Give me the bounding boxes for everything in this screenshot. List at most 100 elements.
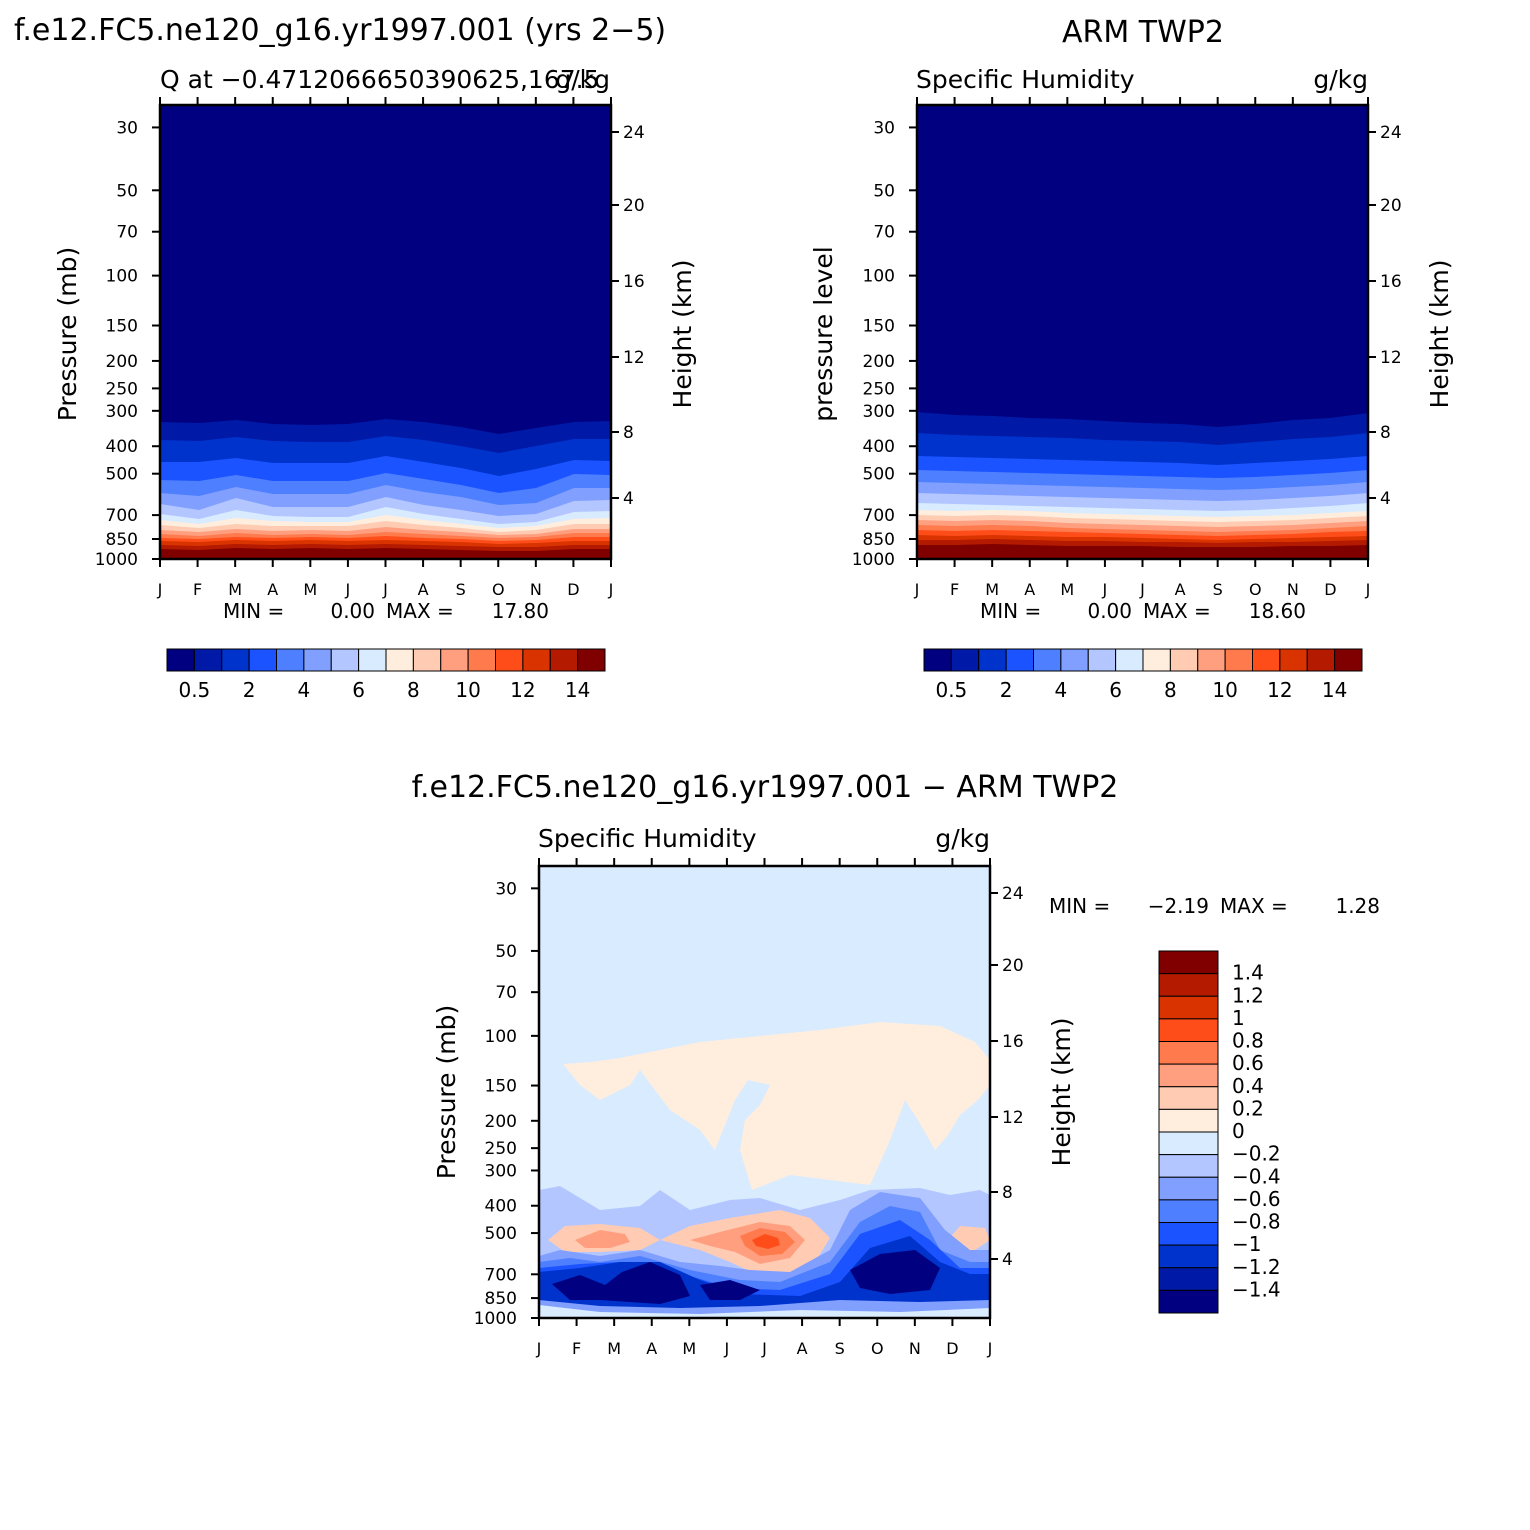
- y-tick-label: 300: [863, 402, 895, 422]
- y-right-tick-label: 8: [623, 423, 634, 443]
- y-right-tick-label: 20: [1380, 196, 1402, 216]
- colorbar-box: [923, 648, 952, 672]
- x-tick-label: F: [950, 580, 959, 599]
- colorbar-box: [385, 648, 414, 672]
- min-label: MIN =: [223, 599, 284, 623]
- colorbar-box: [1224, 648, 1253, 672]
- y-right-tick-label: 4: [1380, 489, 1391, 509]
- y-tick-label: 700: [485, 1265, 517, 1285]
- colorbar-box: [1158, 1267, 1219, 1291]
- colorbar: 0.5 2 4 6 8 10 12 14: [923, 648, 1363, 702]
- colorbar-label: −1.2: [1232, 1255, 1281, 1279]
- y-tick-label: 250: [863, 379, 895, 399]
- contour-band: [563, 1022, 990, 1190]
- colorbar-box: [358, 648, 387, 672]
- panel-model-left-string: Q at −0.4712066650390625,167.5: [160, 65, 600, 94]
- x-tick-label: A: [1175, 580, 1186, 599]
- panel-obs-main-title: ARM TWP2: [1062, 15, 1224, 50]
- x-tick-label: J: [608, 580, 614, 599]
- y-right-tick-label: 4: [623, 489, 634, 509]
- y-tick-label: 70: [116, 223, 138, 243]
- colorbar-label: 12: [1267, 678, 1292, 702]
- colorbar-label: 0.6: [1232, 1051, 1264, 1075]
- colorbar-label: 10: [455, 678, 480, 702]
- y-right-tick-label: 20: [1002, 956, 1024, 976]
- colorbar-label: 1: [1232, 1006, 1245, 1030]
- y-tick-label: 50: [873, 181, 895, 201]
- panel-model-right-string: g/kg: [555, 65, 610, 94]
- y-tick-label: 250: [485, 1139, 517, 1159]
- x-tick-label: D: [567, 580, 579, 599]
- x-tick-label: O: [1249, 580, 1262, 599]
- y-tick-label: 400: [106, 437, 138, 457]
- colorbar-box: [1158, 1041, 1219, 1065]
- x-tick-label: O: [492, 580, 505, 599]
- x-tick-label: M: [228, 580, 242, 599]
- colorbar-box: [1005, 648, 1034, 672]
- axis-ylabel-right: Height (km): [1425, 260, 1454, 409]
- y-tick-label: 150: [863, 317, 895, 337]
- colorbar-label: 14: [1322, 678, 1347, 702]
- min-label: MIN =: [980, 599, 1041, 623]
- y-tick-label: 300: [106, 402, 138, 422]
- colorbar-label: 8: [407, 678, 420, 702]
- max-label: MAX =: [386, 599, 454, 623]
- contour-band: [752, 1234, 780, 1249]
- colorbar-box: [221, 648, 250, 672]
- colorbar-label: −1: [1232, 1232, 1261, 1256]
- colorbar: 1.41.210.80.60.40.20−0.2−0.4−0.6−0.8−1−1…: [1158, 950, 1281, 1314]
- x-tick-label: A: [1024, 580, 1035, 599]
- min-value: −2.19: [1148, 894, 1209, 918]
- x-tick-label: J: [1365, 580, 1371, 599]
- y-tick-label: 700: [863, 506, 895, 526]
- y-right-tick-label: 12: [623, 348, 645, 368]
- axis-ylabel: pressure level: [809, 246, 838, 421]
- x-tick-label: J: [761, 1339, 767, 1358]
- colorbar-box: [1158, 1131, 1219, 1156]
- colorbar-box: [1158, 950, 1219, 975]
- contour-band: [917, 544, 1368, 559]
- colorbar-box: [1158, 1018, 1219, 1042]
- y-right-tick-label: 12: [1380, 348, 1402, 368]
- panel-obs: ARM TWP2 Specific Humidity g/kg J F M A M J J A…: [809, 15, 1454, 702]
- colorbar-box: [193, 648, 223, 672]
- plot-area: [160, 105, 611, 559]
- y-tick-label: 850: [485, 1289, 517, 1309]
- x-tick-label: A: [267, 580, 278, 599]
- contour-band: [850, 1250, 940, 1294]
- x-tick-label: N: [1287, 580, 1299, 599]
- x-tick-label: S: [1213, 580, 1223, 599]
- y-tick-label: 250: [106, 379, 138, 399]
- y-tick-label: 70: [495, 983, 517, 1003]
- y-right-tick-label: 12: [1002, 1108, 1024, 1128]
- y-right-tick-label: 16: [623, 272, 645, 292]
- x-tick-label: N: [909, 1339, 921, 1358]
- colorbar-box: [1158, 1086, 1219, 1110]
- colorbar-label: 1.4: [1232, 961, 1264, 985]
- colorbar-label: 8: [1164, 678, 1177, 702]
- colorbar-box: [1197, 648, 1226, 672]
- x-tick-label: F: [572, 1339, 581, 1358]
- x-tick-label: J: [382, 580, 388, 599]
- colorbar-box: [577, 648, 606, 672]
- x-tick-label: J: [536, 1339, 542, 1358]
- min-label: MIN =: [1049, 894, 1110, 918]
- colorbar-box: [1252, 648, 1281, 672]
- y-right-tick-label: 8: [1002, 1183, 1013, 1203]
- max-label: MAX =: [1143, 599, 1211, 623]
- axis-ylabel-right: Height (km): [1047, 1018, 1076, 1167]
- colorbar-label: −0.8: [1232, 1210, 1281, 1234]
- panel-diff-right-string: g/kg: [935, 824, 990, 853]
- x-tick-label: S: [456, 580, 466, 599]
- colorbar-box: [1334, 648, 1363, 672]
- colorbar-box: [950, 648, 980, 672]
- y-tick-label: 200: [863, 352, 895, 372]
- y-tick-label: 70: [873, 223, 895, 243]
- colorbar-box: [495, 648, 524, 672]
- x-tick-label: J: [157, 580, 163, 599]
- colorbar-label: 2: [243, 678, 256, 702]
- x-tick-label: A: [797, 1339, 808, 1358]
- colorbar-box: [1087, 648, 1117, 672]
- colorbar-box: [166, 648, 195, 672]
